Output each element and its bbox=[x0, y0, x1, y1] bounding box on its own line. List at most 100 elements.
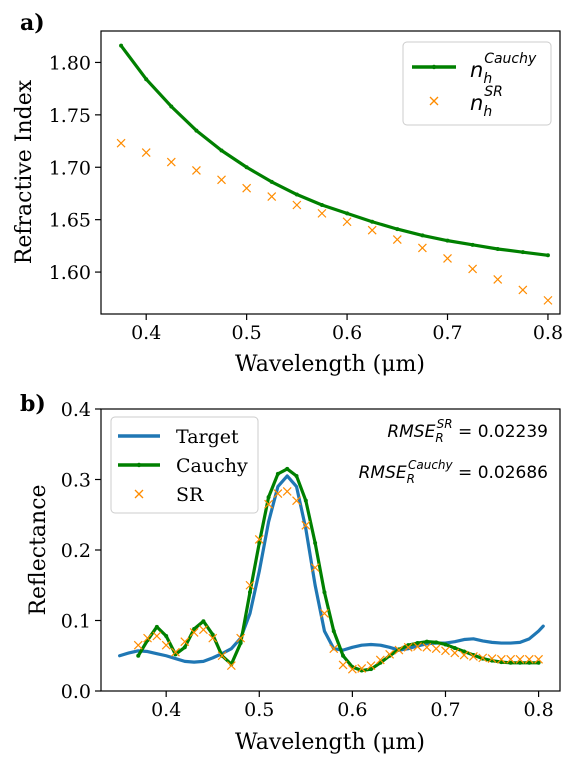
panel-a-refractive-index: a) 0.4 0.5 0.6 0.7 0.8 1.60 1.65 1.70 1.75 1.80 W… bbox=[12, 10, 563, 377]
rmse-cauchy-annotation: RMSERCauchy = 0.02686 bbox=[359, 458, 548, 486]
panel-a-n-h-sr-point bbox=[116, 138, 126, 148]
rmse-cauchy-base: RMSE bbox=[359, 463, 407, 483]
panel-b-sr-point bbox=[198, 625, 208, 635]
panel-b-legend-sr-marker bbox=[134, 489, 144, 499]
panel-b-x-axis-label: Wavelength (μm) bbox=[235, 730, 425, 755]
panel-b-cauchy-point bbox=[136, 653, 141, 658]
panel-a-n-h-cauchy-point bbox=[294, 192, 299, 197]
panel-a-legend-box bbox=[402, 41, 552, 126]
panel-b-cauchy-point bbox=[517, 660, 522, 665]
panel-b-cauchy-point bbox=[331, 629, 336, 634]
panel-b-cauchy-point bbox=[527, 660, 532, 665]
panel-a-n-h-sr-point bbox=[166, 157, 176, 167]
panel-b-sr-point bbox=[180, 637, 190, 647]
panel-b-y-tick-label: 0.3 bbox=[61, 470, 91, 492]
panel-a-plot-area bbox=[116, 43, 553, 305]
panel-a-n-h-sr-point bbox=[141, 148, 151, 158]
panel-b-x-tick-label: 0.4 bbox=[151, 699, 181, 721]
panel-b-cauchy-point bbox=[322, 590, 327, 595]
panel-b-cauchy-point bbox=[508, 660, 513, 665]
panel-a-x-tick-label: 0.8 bbox=[533, 322, 563, 344]
panel-b-legend: Target Cauchy SR bbox=[110, 416, 259, 514]
panel-b-cauchy-point bbox=[313, 540, 318, 545]
panel-b-legend-box bbox=[110, 416, 259, 514]
panel-b-cauchy-point bbox=[182, 645, 187, 650]
panel-b-sr-point bbox=[301, 520, 311, 530]
panel-b-sr-point bbox=[375, 655, 385, 665]
panel-b-reflectance: b) 0.4 0.5 0.6 0.7 0.8 0.0 0.1 0.2 0.3 0.4 Wavele… bbox=[20, 391, 561, 755]
panel-b-cauchy-point bbox=[164, 634, 169, 639]
panel-b-sr-point bbox=[217, 651, 227, 661]
panel-a-y-axis-label: Refractive Index bbox=[12, 79, 37, 264]
legend-sr-sup: SR bbox=[484, 84, 503, 100]
legend-cauchy-sup: Cauchy bbox=[484, 51, 537, 67]
panel-b-sr-point bbox=[422, 642, 432, 652]
panel-b-cauchy-point bbox=[443, 642, 448, 647]
panel-b-y-axis-label: Reflectance bbox=[26, 484, 51, 615]
panel-a-n-h-cauchy-point bbox=[144, 77, 149, 82]
panel-a-n-h-sr-point bbox=[242, 183, 252, 193]
panel-b-sr-point bbox=[338, 660, 348, 670]
panel-b-cauchy-point bbox=[536, 660, 541, 665]
panel-b-legend-target-label: Target bbox=[176, 426, 239, 448]
panel-b-cauchy-point bbox=[257, 540, 262, 545]
panel-a-label: a) bbox=[20, 10, 45, 36]
panel-a-n-h-cauchy-point bbox=[319, 202, 324, 207]
panel-b-y-tick-label: 0.1 bbox=[61, 611, 91, 633]
rmse-sr-value: = 0.02239 bbox=[453, 422, 548, 442]
panel-a-y-tick-label: 1.80 bbox=[49, 52, 91, 74]
panel-b-sr-point bbox=[431, 644, 441, 654]
panel-a-n-h-cauchy-point bbox=[194, 128, 199, 133]
panel-b-sr-point bbox=[292, 496, 301, 506]
panel-b-cauchy-point bbox=[294, 473, 299, 478]
panel-b-sr-point bbox=[347, 664, 357, 674]
panel-a-legend-cauchy-label: nh Cauchy bbox=[470, 51, 537, 87]
panel-b-sr-point bbox=[496, 654, 506, 664]
panel-a-legend-sr-marker bbox=[429, 96, 439, 106]
panel-b-legend-cauchy-label: Cauchy bbox=[176, 455, 248, 477]
panel-a-x-tick-label: 0.6 bbox=[332, 322, 362, 344]
legend-sr-sub: h bbox=[483, 104, 492, 120]
panel-a-n-h-sr-point bbox=[392, 235, 402, 245]
panel-b-sr-point bbox=[524, 654, 534, 664]
panel-a-ticks: 0.4 0.5 0.6 0.7 0.8 1.60 1.65 1.70 1.75 1.80 bbox=[49, 52, 563, 344]
panel-b-cauchy-point bbox=[210, 632, 215, 637]
panel-b-cauchy-point bbox=[285, 466, 290, 471]
panel-a-n-h-sr-point bbox=[493, 274, 503, 284]
panel-b-cauchy-point bbox=[434, 640, 439, 645]
panel-b-sr-point bbox=[264, 499, 274, 509]
panel-a-n-h-sr-point bbox=[443, 254, 452, 263]
panel-a-n-h-cauchy-point bbox=[395, 227, 400, 232]
panel-b-sr-point bbox=[208, 633, 218, 643]
panel-b-sr-point bbox=[468, 652, 478, 661]
legend-cauchy-sub: h bbox=[483, 71, 492, 87]
panel-a-y-tick-label: 1.75 bbox=[49, 105, 91, 127]
panel-b-sr-point bbox=[226, 661, 236, 671]
panel-b-cauchy-point bbox=[369, 667, 373, 672]
panel-b-sr-point bbox=[450, 648, 460, 658]
panel-b-sr-point bbox=[459, 650, 469, 660]
panel-b-sr-point bbox=[394, 645, 404, 655]
panel-a-n-h-cauchy-point bbox=[445, 238, 450, 243]
legend-sr-base: n bbox=[470, 91, 483, 115]
panel-b-sr-point bbox=[329, 644, 339, 654]
panel-b-sr-point bbox=[441, 646, 450, 656]
rmse-sr-sup: SR bbox=[437, 417, 453, 431]
panel-a-x-tick-label: 0.4 bbox=[131, 322, 161, 344]
panel-a-n-h-sr-point bbox=[367, 225, 377, 235]
panel-b-sr-point bbox=[161, 640, 171, 650]
panel-b-y-tick-label: 0.2 bbox=[61, 540, 91, 562]
panel-a-n-h-cauchy-point bbox=[520, 250, 525, 255]
panel-a-n-h-sr-point bbox=[217, 175, 226, 185]
panel-a-n-h-sr-point bbox=[417, 243, 427, 253]
panel-b-sr-point bbox=[171, 647, 180, 657]
panel-b-sr-point bbox=[487, 654, 497, 663]
panel-a-axes-frame bbox=[100, 30, 561, 315]
panel-b-sr-point bbox=[189, 628, 199, 637]
panel-a-legend-sr-label: nh SR bbox=[470, 84, 503, 120]
rmse-cauchy-sup: Cauchy bbox=[408, 458, 454, 472]
panel-a-n-h-sr-point bbox=[191, 165, 201, 175]
panel-a-y-tick-label: 1.60 bbox=[49, 262, 91, 284]
panel-b-cauchy-point bbox=[192, 626, 197, 631]
